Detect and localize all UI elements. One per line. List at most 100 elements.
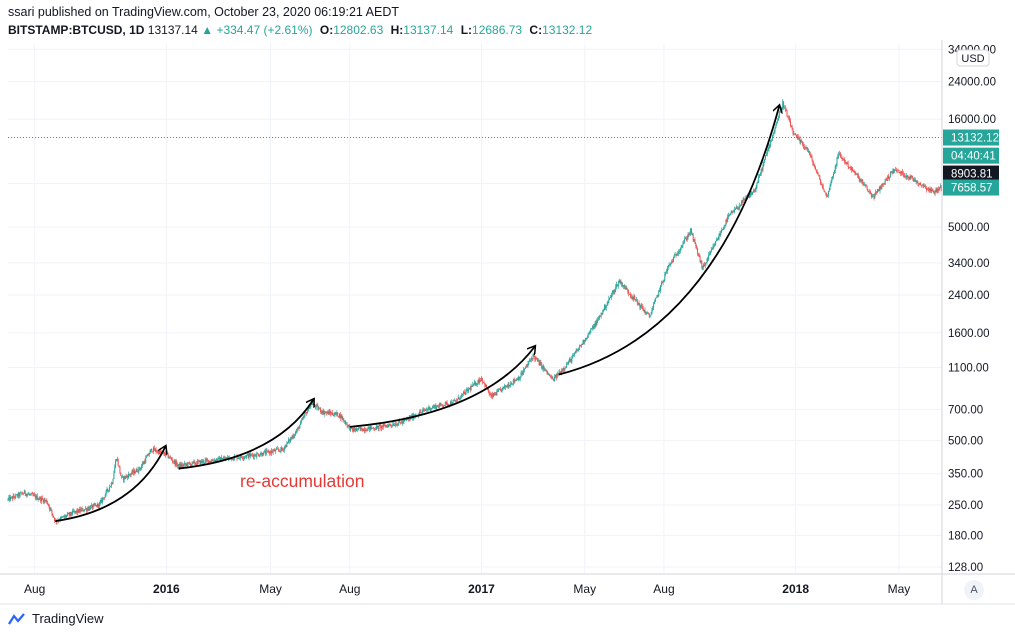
candle-body <box>699 256 701 262</box>
candle-body <box>514 380 516 382</box>
candle-body <box>609 297 611 299</box>
price-badge <box>943 129 999 146</box>
candle-body <box>819 175 821 181</box>
candle-body <box>766 150 768 155</box>
candle-body <box>617 282 619 287</box>
candle-body <box>906 175 908 178</box>
candle-body <box>496 390 498 396</box>
candle-body <box>666 271 668 273</box>
candle-body <box>670 262 672 265</box>
candle-body <box>213 460 215 462</box>
candle-body <box>860 179 862 181</box>
candle-body <box>434 405 436 407</box>
candle-body <box>588 332 590 334</box>
candle-body <box>721 229 723 231</box>
candle-body <box>270 451 272 454</box>
candle-body <box>116 459 118 460</box>
candle-body <box>142 463 144 465</box>
candle-body <box>474 382 476 386</box>
candle-body <box>33 494 35 496</box>
candle-body <box>825 192 827 194</box>
candle-body <box>587 333 589 338</box>
candle-body <box>199 460 201 465</box>
candle-body <box>121 476 123 478</box>
candle-body <box>65 515 67 517</box>
candle-body <box>872 195 874 197</box>
grid <box>8 44 942 573</box>
candle-body <box>566 363 568 367</box>
candle-body <box>431 408 433 410</box>
x-tick-label: Aug <box>653 582 674 596</box>
candle-body <box>931 189 933 191</box>
candle-body <box>608 298 610 302</box>
candle-body <box>688 234 690 235</box>
candle-body <box>598 316 600 319</box>
candle-body <box>208 460 210 464</box>
candle-body <box>740 205 742 207</box>
candle-body <box>495 393 497 396</box>
candle-body <box>775 124 777 129</box>
candle-body <box>66 515 68 517</box>
candle-body <box>788 117 790 119</box>
candle-body <box>517 377 519 381</box>
candle-body <box>647 313 649 314</box>
candle-body <box>932 190 934 193</box>
candle-body <box>618 280 620 283</box>
candle-body <box>615 286 617 291</box>
candle-body <box>245 455 247 458</box>
auto-scale-button[interactable]: A <box>964 580 984 600</box>
candle-body <box>353 428 355 432</box>
candle-body <box>290 438 292 440</box>
candle-body <box>376 425 378 427</box>
candle-body <box>429 406 431 411</box>
candle-body <box>568 359 570 363</box>
candle-body <box>448 404 450 405</box>
candle-body <box>379 425 381 426</box>
candle-body <box>767 149 769 151</box>
candle-body <box>295 431 297 433</box>
candle-body <box>343 418 345 422</box>
candle-body <box>916 180 918 182</box>
candle-body <box>186 464 188 467</box>
candle-body <box>750 192 752 195</box>
candle-body <box>659 290 661 292</box>
candle-body <box>256 453 258 457</box>
candle-body <box>674 254 676 256</box>
candle-body <box>640 304 642 308</box>
candle-body <box>197 460 199 462</box>
candle-body <box>675 254 677 256</box>
candle-body <box>35 495 37 499</box>
trend-arrow <box>349 346 535 428</box>
candle-body <box>457 397 459 400</box>
candle-body <box>756 183 758 188</box>
candle-body <box>100 499 102 503</box>
candle-body <box>443 405 445 406</box>
candle-body <box>381 425 383 429</box>
candle-body <box>869 191 871 193</box>
candle-body <box>9 496 11 501</box>
candle-body <box>195 463 197 465</box>
candle-body <box>251 454 253 455</box>
candle-body <box>863 184 865 186</box>
candle-body <box>300 421 302 426</box>
candle-body <box>759 175 761 177</box>
low-label: L: <box>460 23 473 37</box>
candle-body <box>440 403 442 405</box>
candle-body <box>156 451 158 453</box>
candle-body <box>694 239 696 244</box>
candle-body <box>49 508 51 510</box>
symbol-label[interactable]: BITSTAMP:BTCUSD, 1D <box>8 23 145 37</box>
y-tick-label: 2400.00 <box>948 290 990 302</box>
candle-body <box>911 176 913 178</box>
candle-body <box>690 228 692 234</box>
candle-body <box>597 319 599 321</box>
candle-body <box>939 186 941 188</box>
candle-body <box>85 508 87 511</box>
candle-body <box>132 470 134 473</box>
candle-body <box>41 497 43 502</box>
candle-body <box>172 461 174 463</box>
candle-body <box>242 458 244 459</box>
candle-body <box>852 170 854 172</box>
candle-body <box>899 172 901 173</box>
